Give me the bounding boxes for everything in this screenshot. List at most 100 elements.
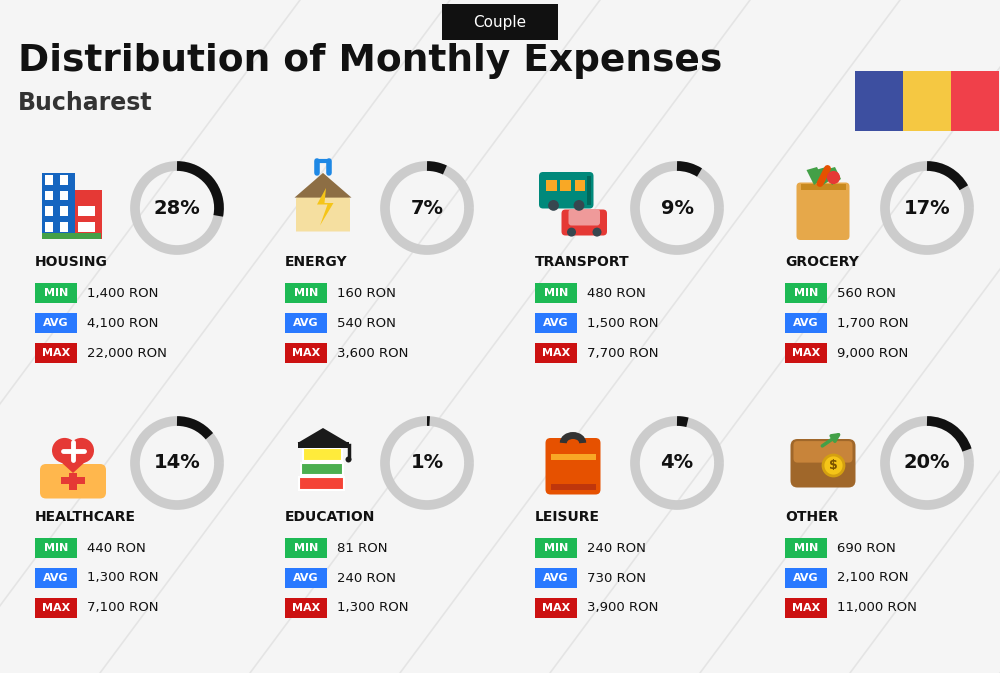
Text: 1,400 RON: 1,400 RON xyxy=(87,287,158,299)
Text: AVG: AVG xyxy=(543,318,569,328)
Text: 4%: 4% xyxy=(660,454,694,472)
Polygon shape xyxy=(317,188,334,225)
Text: MAX: MAX xyxy=(292,603,320,613)
Text: 9,000 RON: 9,000 RON xyxy=(837,347,908,359)
FancyBboxPatch shape xyxy=(60,175,68,184)
Text: 3,900 RON: 3,900 RON xyxy=(587,602,658,614)
Text: HEALTHCARE: HEALTHCARE xyxy=(35,510,136,524)
Text: 11,000 RON: 11,000 RON xyxy=(837,602,917,614)
FancyBboxPatch shape xyxy=(44,190,53,201)
Text: 2,100 RON: 2,100 RON xyxy=(837,571,908,584)
FancyBboxPatch shape xyxy=(785,313,827,333)
FancyBboxPatch shape xyxy=(78,222,95,232)
Text: 540 RON: 540 RON xyxy=(337,316,396,330)
Polygon shape xyxy=(294,173,352,198)
Text: MAX: MAX xyxy=(42,348,70,358)
Text: 1,500 RON: 1,500 RON xyxy=(587,316,658,330)
Text: 3,600 RON: 3,600 RON xyxy=(337,347,408,359)
Text: 480 RON: 480 RON xyxy=(587,287,646,299)
Text: MIN: MIN xyxy=(44,543,68,553)
Text: 160 RON: 160 RON xyxy=(337,287,396,299)
FancyBboxPatch shape xyxy=(801,184,846,190)
FancyBboxPatch shape xyxy=(60,222,68,232)
Text: MAX: MAX xyxy=(792,348,820,358)
Text: MAX: MAX xyxy=(792,603,820,613)
FancyBboxPatch shape xyxy=(794,441,852,462)
Text: 1,300 RON: 1,300 RON xyxy=(337,602,409,614)
FancyBboxPatch shape xyxy=(568,209,600,225)
FancyBboxPatch shape xyxy=(535,568,577,588)
FancyBboxPatch shape xyxy=(44,207,53,216)
Text: 28%: 28% xyxy=(154,199,200,217)
FancyBboxPatch shape xyxy=(42,233,102,239)
FancyBboxPatch shape xyxy=(35,283,77,303)
FancyBboxPatch shape xyxy=(535,598,577,618)
FancyBboxPatch shape xyxy=(535,343,577,363)
FancyBboxPatch shape xyxy=(285,343,327,363)
Text: Couple: Couple xyxy=(473,15,527,30)
FancyBboxPatch shape xyxy=(35,568,77,588)
FancyBboxPatch shape xyxy=(539,172,594,209)
Text: 22,000 RON: 22,000 RON xyxy=(87,347,167,359)
Circle shape xyxy=(346,456,352,462)
Circle shape xyxy=(567,227,576,237)
Text: 4,100 RON: 4,100 RON xyxy=(87,316,158,330)
FancyBboxPatch shape xyxy=(551,484,596,489)
FancyBboxPatch shape xyxy=(78,207,95,216)
FancyBboxPatch shape xyxy=(951,71,999,131)
Text: 14%: 14% xyxy=(154,454,200,472)
Circle shape xyxy=(548,200,559,211)
Text: MAX: MAX xyxy=(292,348,320,358)
FancyBboxPatch shape xyxy=(35,598,77,618)
Text: Bucharest: Bucharest xyxy=(18,91,153,115)
Text: MIN: MIN xyxy=(294,288,318,298)
FancyBboxPatch shape xyxy=(575,180,585,191)
FancyBboxPatch shape xyxy=(44,222,53,232)
Text: ENERGY: ENERGY xyxy=(285,255,348,269)
Text: 240 RON: 240 RON xyxy=(337,571,396,584)
Circle shape xyxy=(69,438,94,463)
Text: 9%: 9% xyxy=(660,199,694,217)
Text: AVG: AVG xyxy=(293,573,319,583)
Text: 7,100 RON: 7,100 RON xyxy=(87,602,158,614)
FancyBboxPatch shape xyxy=(40,464,106,499)
Text: GROCERY: GROCERY xyxy=(785,255,859,269)
FancyBboxPatch shape xyxy=(785,538,827,558)
Polygon shape xyxy=(816,167,832,185)
Text: 7,700 RON: 7,700 RON xyxy=(587,347,658,359)
Text: OTHER: OTHER xyxy=(785,510,838,524)
Polygon shape xyxy=(296,173,350,232)
FancyBboxPatch shape xyxy=(301,462,343,475)
FancyBboxPatch shape xyxy=(61,477,85,483)
Text: 440 RON: 440 RON xyxy=(87,542,146,555)
Text: 1%: 1% xyxy=(410,454,444,472)
FancyBboxPatch shape xyxy=(35,538,77,558)
Text: MIN: MIN xyxy=(794,288,818,298)
FancyBboxPatch shape xyxy=(60,190,68,201)
Circle shape xyxy=(574,200,584,211)
FancyBboxPatch shape xyxy=(785,568,827,588)
Text: AVG: AVG xyxy=(543,573,569,583)
FancyBboxPatch shape xyxy=(298,441,349,448)
Text: 20%: 20% xyxy=(904,454,950,472)
FancyBboxPatch shape xyxy=(535,313,577,333)
Text: 1,700 RON: 1,700 RON xyxy=(837,316,908,330)
Text: 690 RON: 690 RON xyxy=(837,542,896,555)
Text: Distribution of Monthly Expenses: Distribution of Monthly Expenses xyxy=(18,43,722,79)
Text: MAX: MAX xyxy=(542,603,570,613)
Text: EDUCATION: EDUCATION xyxy=(285,510,375,524)
Text: AVG: AVG xyxy=(793,318,819,328)
Text: $: $ xyxy=(829,459,838,472)
FancyBboxPatch shape xyxy=(285,598,327,618)
Polygon shape xyxy=(53,454,93,473)
FancyBboxPatch shape xyxy=(285,283,327,303)
Text: MAX: MAX xyxy=(42,603,70,613)
Polygon shape xyxy=(298,428,349,443)
Text: MIN: MIN xyxy=(294,543,318,553)
Text: AVG: AVG xyxy=(43,573,69,583)
Text: 560 RON: 560 RON xyxy=(837,287,896,299)
Text: AVG: AVG xyxy=(43,318,69,328)
Text: AVG: AVG xyxy=(793,573,819,583)
FancyBboxPatch shape xyxy=(285,313,327,333)
Text: MIN: MIN xyxy=(544,288,568,298)
